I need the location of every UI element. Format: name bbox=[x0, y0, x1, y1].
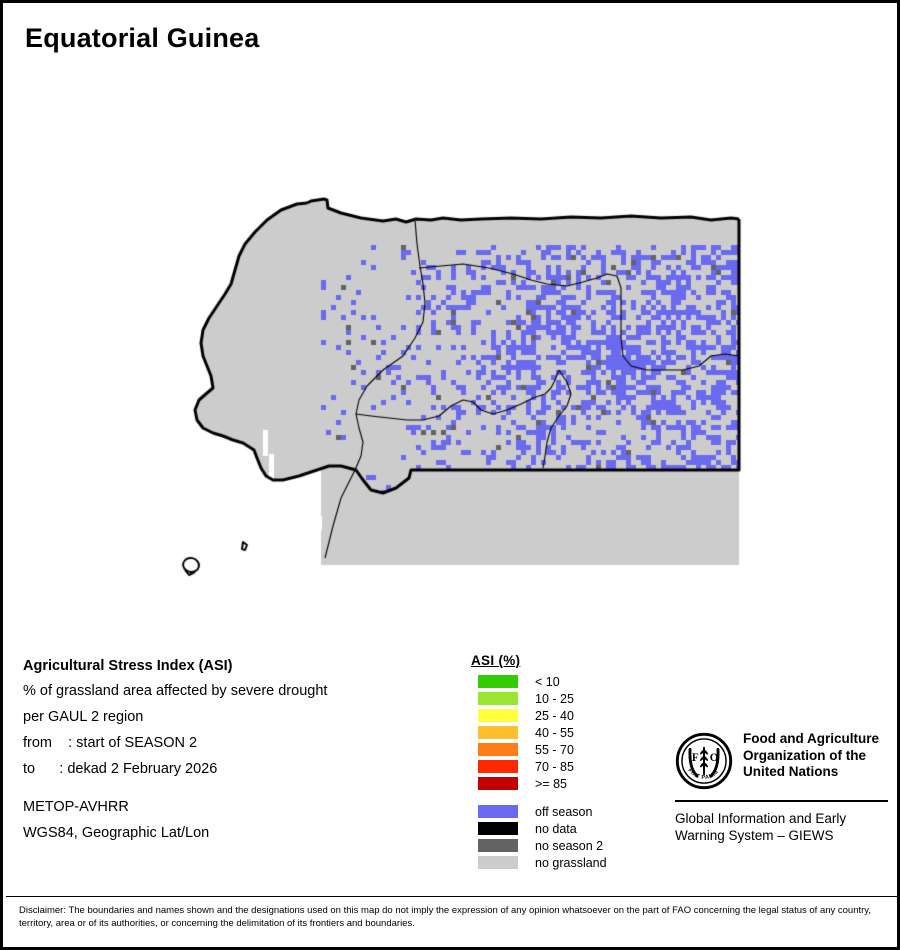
fao-wheat-emblem-icon: F O FIAT PANIS bbox=[675, 732, 733, 790]
giews-unit-name: Global Information and Early Warning Sys… bbox=[675, 810, 890, 844]
legend-label-class-1: 10 - 25 bbox=[535, 691, 574, 706]
legend-title: ASI (%) bbox=[471, 653, 521, 668]
metadata-description-line-2: per GAUL 2 region bbox=[23, 709, 144, 725]
legend-label-special-3: no grassland bbox=[535, 855, 607, 870]
fao-logo-row: F O FIAT PANIS Food and Agriculture Orga… bbox=[675, 731, 890, 790]
legend-swatch-class-4 bbox=[478, 743, 518, 756]
metadata-projection: WGS84, Geographic Lat/Lon bbox=[23, 825, 210, 841]
metadata-sensor: METOP-AVHRR bbox=[23, 799, 129, 815]
giews-line-2: Warning System – GIEWS bbox=[675, 828, 834, 843]
map-legend: ASI (%) < 10 10 - 25 25 - 40 40 - 55 55 - 70… bbox=[471, 653, 661, 871]
metadata-spacer bbox=[23, 787, 453, 799]
fao-organization-name: Food and Agriculture Organization of the… bbox=[743, 731, 879, 781]
metadata-heading: Agricultural Stress Index (ASI) bbox=[23, 658, 233, 674]
fao-divider bbox=[675, 800, 888, 802]
legend-item-class-3: 40 - 55 bbox=[471, 724, 661, 741]
legend-label-class-6: >= 85 bbox=[535, 776, 567, 791]
legend-item-special-3: no grassland bbox=[471, 854, 661, 871]
fao-branding-block: F O FIAT PANIS Food and Agriculture Orga… bbox=[675, 731, 890, 844]
fao-org-line-3: United Nations bbox=[743, 764, 839, 779]
disclaimer-text: Disclaimer: The boundaries and names sho… bbox=[19, 905, 871, 929]
legend-label-class-3: 40 - 55 bbox=[535, 725, 574, 740]
asi-map-canvas bbox=[11, 98, 891, 638]
map-container bbox=[11, 98, 891, 638]
legend-label-class-2: 25 - 40 bbox=[535, 708, 574, 723]
fao-org-line-1: Food and Agriculture bbox=[743, 731, 879, 746]
legend-class-list: < 10 10 - 25 25 - 40 40 - 55 55 - 70 70 - 85 >… bbox=[471, 673, 661, 792]
legend-swatch-class-2 bbox=[478, 709, 518, 722]
giews-line-1: Global Information and Early bbox=[675, 811, 847, 826]
legend-item-class-1: 10 - 25 bbox=[471, 690, 661, 707]
legend-label-class-5: 70 - 85 bbox=[535, 759, 574, 774]
legend-swatch-class-1 bbox=[478, 692, 518, 705]
legend-item-special-2: no season 2 bbox=[471, 837, 661, 854]
legend-swatch-class-3 bbox=[478, 726, 518, 739]
svg-text:F: F bbox=[692, 752, 699, 764]
legend-label-special-2: no season 2 bbox=[535, 838, 604, 853]
legend-item-special-1: no data bbox=[471, 820, 661, 837]
legend-item-special-0: off season bbox=[471, 803, 661, 820]
legend-item-class-6: >= 85 bbox=[471, 775, 661, 792]
metadata-period-from: from : start of SEASON 2 bbox=[23, 735, 198, 751]
legend-swatch-class-5 bbox=[478, 760, 518, 773]
legend-label-special-0: off season bbox=[535, 804, 593, 819]
svg-text:O: O bbox=[710, 752, 719, 764]
legend-label-class-0: < 10 bbox=[535, 674, 560, 689]
legend-label-special-1: no data bbox=[535, 821, 577, 836]
legend-label-class-4: 55 - 70 bbox=[535, 742, 574, 757]
legend-item-class-2: 25 - 40 bbox=[471, 707, 661, 724]
metadata-period-to: to : dekad 2 February 2026 bbox=[23, 761, 218, 777]
page-title: Equatorial Guinea bbox=[25, 23, 260, 53]
legend-swatch-special-2 bbox=[478, 839, 518, 852]
legend-item-class-0: < 10 bbox=[471, 673, 661, 690]
legend-swatch-special-1 bbox=[478, 822, 518, 835]
metadata-description-line-1: % of grassland area affected by severe d… bbox=[23, 683, 328, 699]
legend-item-class-4: 55 - 70 bbox=[471, 741, 661, 758]
legend-swatch-special-0 bbox=[478, 805, 518, 818]
fao-org-line-2: Organization of the bbox=[743, 747, 866, 763]
legend-special-list: off season no data no season 2 no grassland bbox=[471, 803, 661, 871]
legend-swatch-class-0 bbox=[478, 675, 518, 688]
legend-item-class-5: 70 - 85 bbox=[471, 758, 661, 775]
legend-swatch-class-6 bbox=[478, 777, 518, 790]
legend-swatch-special-3 bbox=[478, 856, 518, 869]
map-metadata-block: Agricultural Stress Index (ASI) % of gra… bbox=[23, 658, 453, 851]
legend-spacer bbox=[471, 792, 661, 803]
disclaimer-divider bbox=[6, 896, 897, 897]
